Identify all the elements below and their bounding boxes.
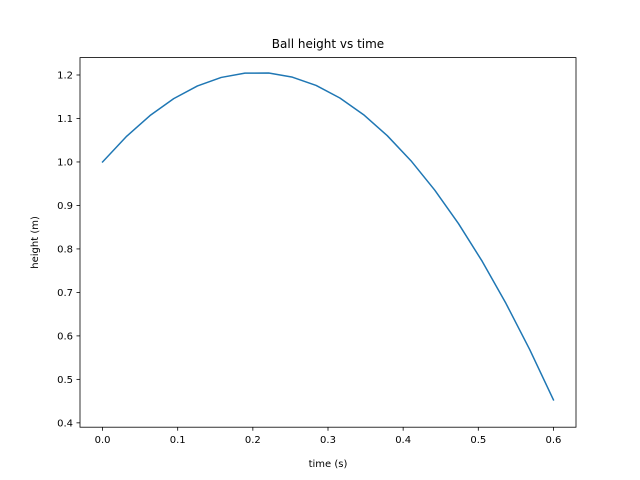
y-tick-label: 0.5 [57,375,73,386]
plot-area [80,57,576,428]
y-tick-label: 0.6 [57,331,73,342]
x-tick-label: 0.6 [546,435,562,446]
plot-frame [79,57,577,428]
y-tick-label: 0.4 [57,418,73,429]
y-tick-label: 0.7 [57,288,73,299]
y-axis-ticks: 0.4 0.5 0.6 0.7 0.8 0.9 1.0 1.1 1.2 [57,70,80,429]
y-tick-label: 0.8 [57,244,73,255]
x-tick-label: 0.4 [395,435,411,446]
y-tick-label: 0.9 [57,201,73,212]
y-axis-label: height (m) [30,216,41,269]
chart-title: Ball height vs time [272,37,384,51]
y-tick-label: 1.0 [57,157,73,168]
x-tick-label: 0.0 [95,435,111,446]
x-tick-label: 0.5 [470,435,486,446]
x-axis-label: time (s) [309,459,348,470]
series-line [101,72,555,401]
x-tick-label: 0.3 [320,435,336,446]
x-axis-ticks: 0.0 0.1 0.2 0.3 0.4 0.5 0.6 [95,427,562,446]
y-tick-label: 1.1 [57,114,73,125]
x-tick-label: 0.1 [170,435,186,446]
x-tick-label: 0.2 [245,435,261,446]
y-tick-label: 1.2 [57,70,73,81]
series-layer [101,72,555,401]
